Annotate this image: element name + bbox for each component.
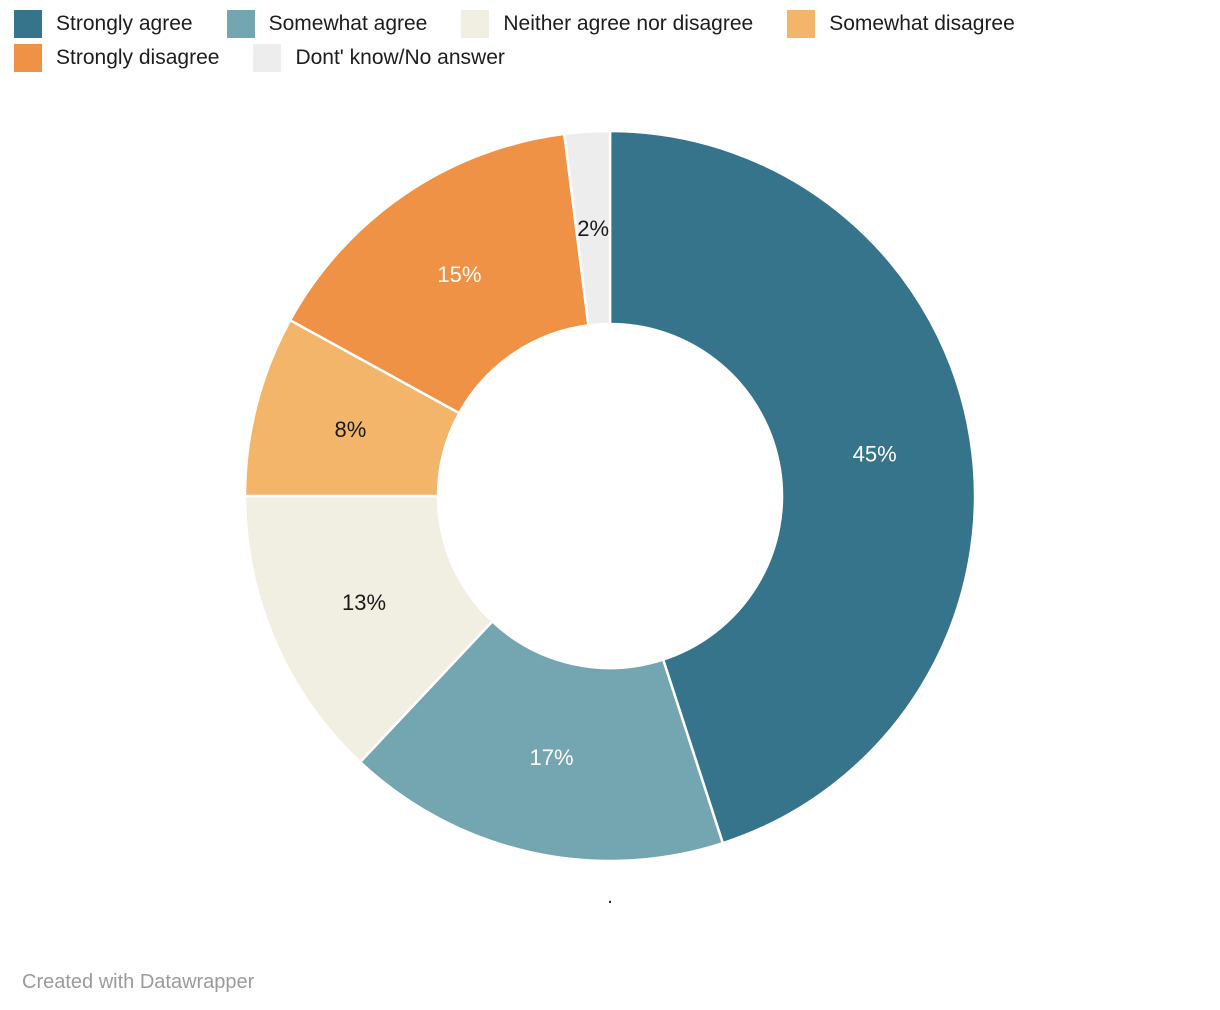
slice-label-somewhat-agree: 17% — [529, 745, 573, 770]
slice-label-neither-agree-nor-disagree: 13% — [342, 590, 386, 615]
slice-label-strongly-agree: 45% — [853, 442, 897, 467]
slice-strongly-agree — [608, 129, 977, 845]
legend-label: Neither agree nor disagree — [503, 12, 754, 35]
legend-item-strongly-agree: Strongly agree — [14, 10, 193, 38]
chart-legend: Strongly agree Somewhat agree Neither agre… — [14, 10, 1164, 78]
slice-somewhat-agree — [358, 620, 725, 863]
legend-item-somewhat-disagree: Somewhat disagree — [787, 10, 1015, 38]
slice-label-strongly-disagree: 15% — [437, 262, 481, 287]
slice-neither-agree-nor-disagree — [243, 494, 494, 764]
legend-label: Dont' know/No answer — [295, 46, 505, 69]
attribution-footer: Created with Datawrapper — [22, 971, 254, 994]
legend-item-neither-agree-nor-disagree: Neither agree nor disagree — [461, 10, 753, 38]
legend-label: Strongly agree — [56, 12, 193, 35]
legend-item-strongly-disagree: Strongly disagree — [14, 44, 219, 72]
legend-item-dont-know-no-answer: Dont' know/No answer — [253, 44, 505, 72]
legend-item-somewhat-agree: Somewhat agree — [226, 10, 428, 38]
legend-swatch-strongly-disagree — [14, 44, 42, 72]
slice-label-somewhat-disagree: 8% — [335, 417, 367, 442]
chart-note: . — [607, 886, 613, 908]
legend-label: Somewhat disagree — [829, 12, 1015, 35]
legend-swatch-somewhat-disagree — [787, 10, 816, 38]
legend-swatch-strongly-agree — [14, 10, 42, 38]
attribution-link[interactable]: Created with Datawrapper — [22, 971, 255, 993]
legend-swatch-neither-agree-nor-disagree — [461, 10, 490, 38]
slice-strongly-disagree — [288, 132, 590, 415]
legend-label: Strongly disagree — [56, 46, 220, 69]
legend-swatch-dont-know-no-answer — [253, 44, 282, 72]
slice-dont-know-no-answer — [563, 129, 612, 327]
legend-label: Somewhat agree — [268, 12, 428, 35]
legend-swatch-somewhat-agree — [226, 10, 255, 38]
slice-label-dont-know-no-answer: 2% — [577, 216, 609, 241]
